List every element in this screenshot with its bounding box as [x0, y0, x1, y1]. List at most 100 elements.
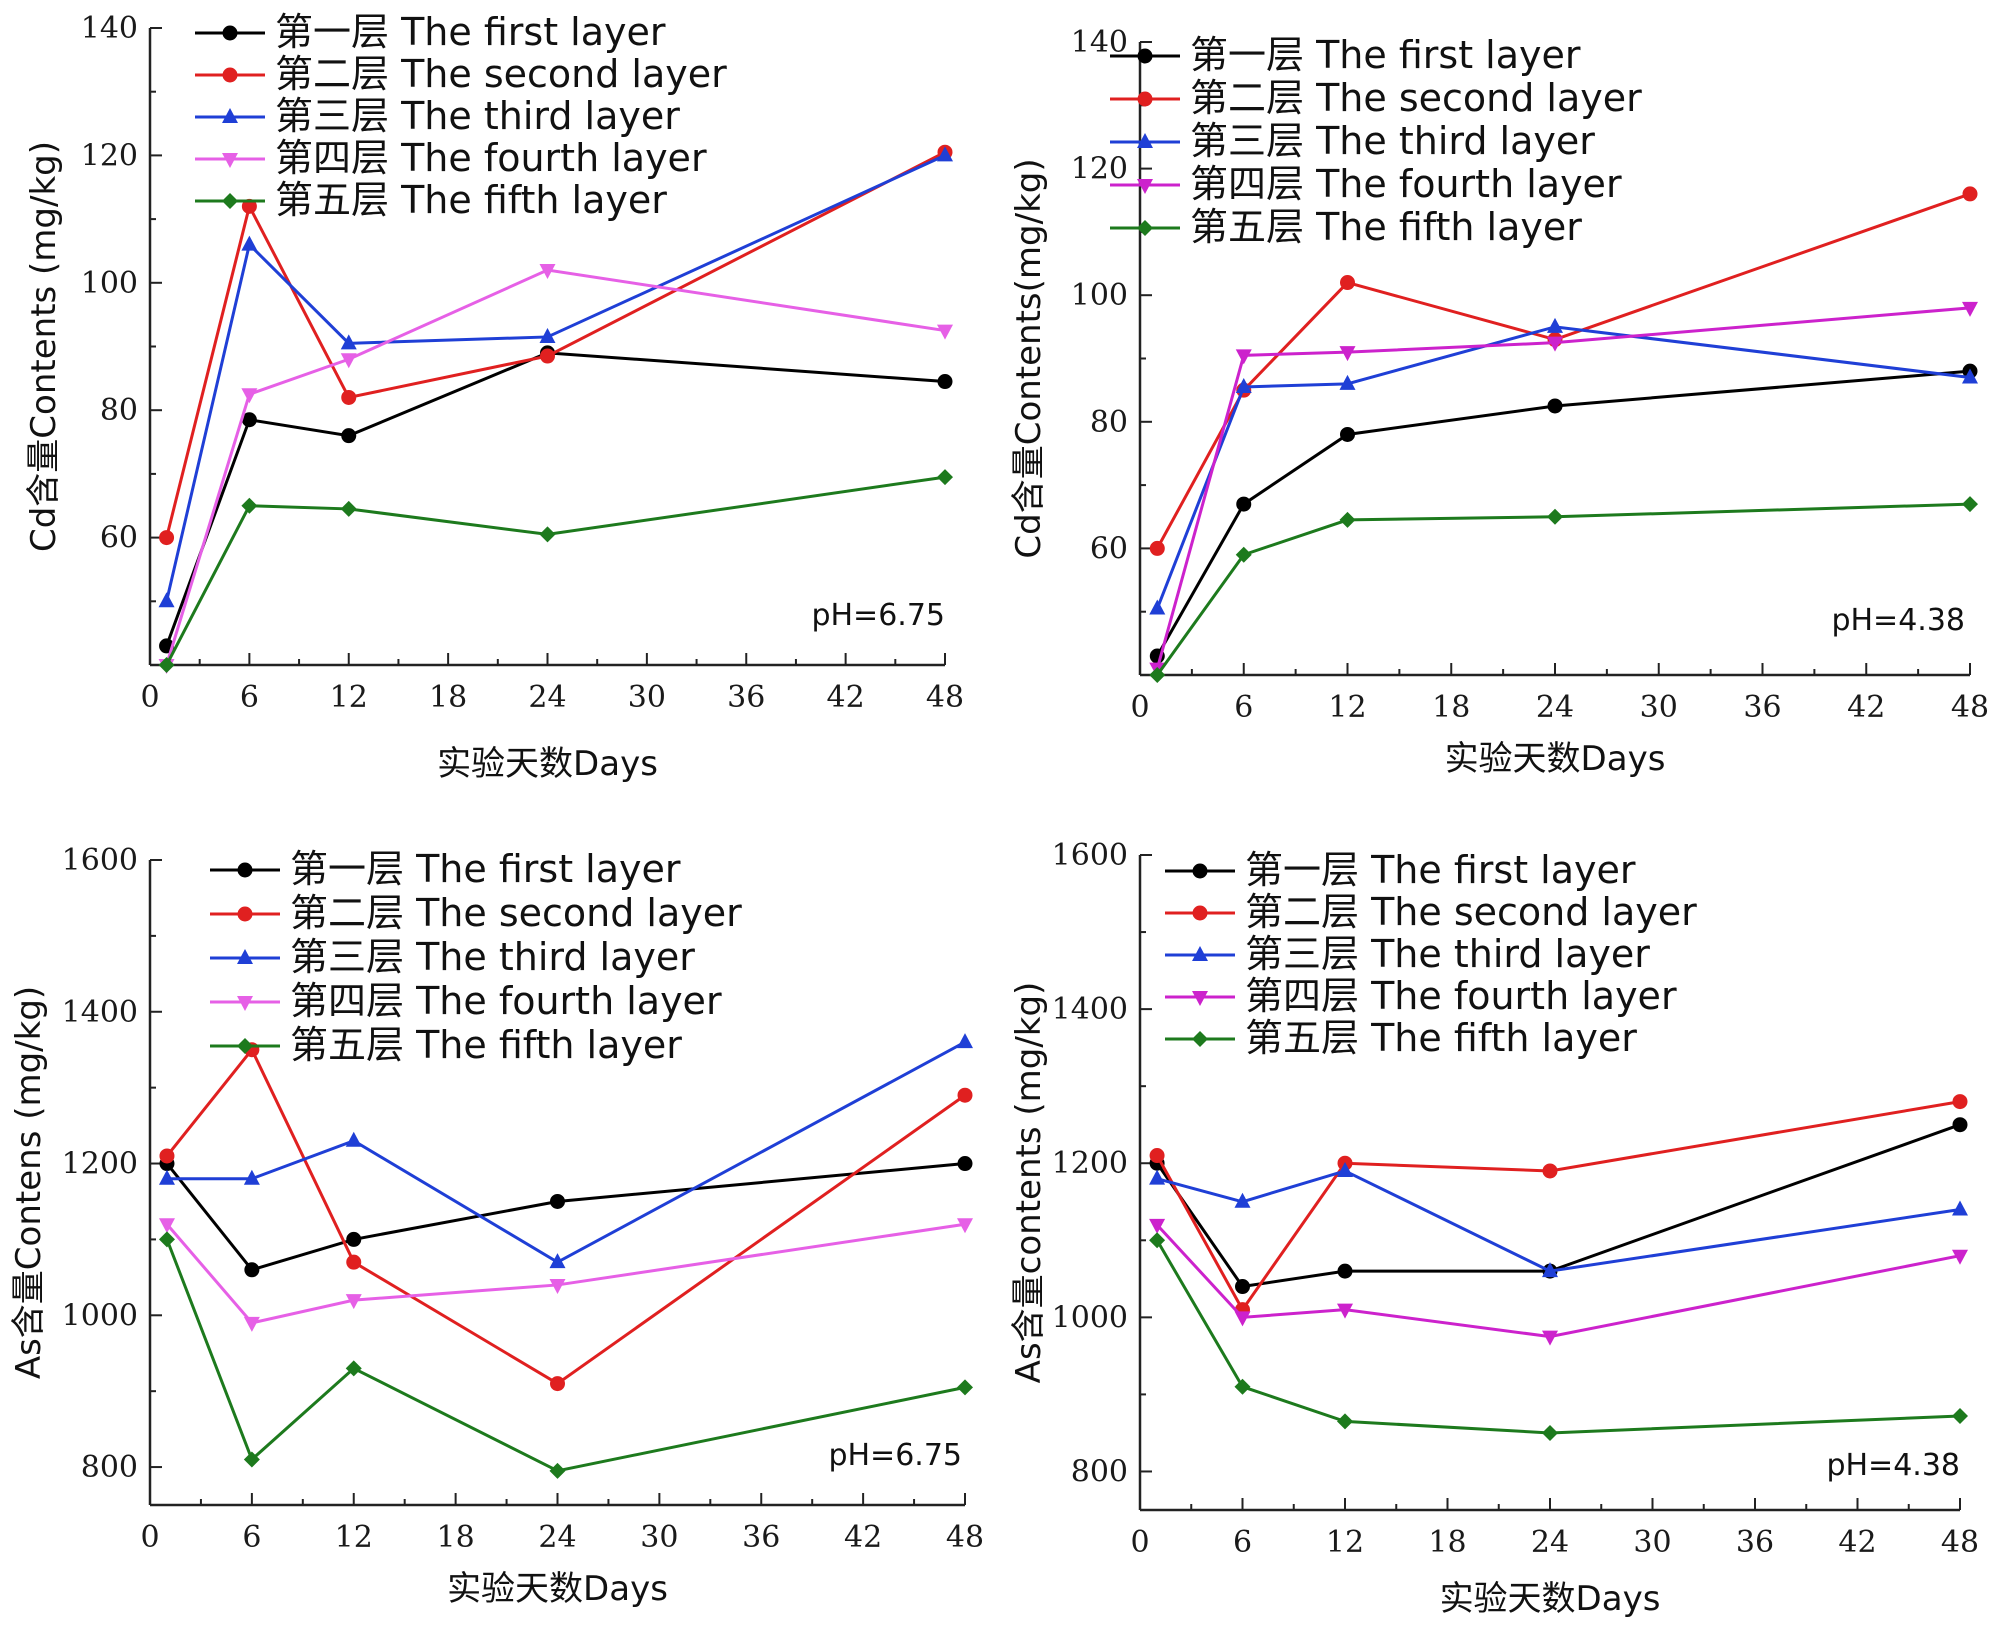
- legend-label: 第二层 The second layer: [1190, 76, 1642, 120]
- as-chart-ph675: 0 6 12 18 24 30 36 42 48 800 1000 1200 1400 1600 实验天数D…: [0, 820, 1000, 1640]
- chart-svg: 0 6 12 18 24 30 36 42 48 60 80 100 120 140 实验天数Days Cd含…: [24, 10, 964, 784]
- data-point: [340, 500, 357, 517]
- legend-marker: [222, 193, 238, 209]
- data-point: [340, 334, 357, 350]
- data-point: [243, 1169, 260, 1185]
- x-tick-label: 24: [1536, 690, 1574, 725]
- data-point: [937, 374, 953, 390]
- y-tick-label: 1600: [1052, 838, 1128, 873]
- data-point: [1234, 1378, 1251, 1395]
- data-point: [1149, 1232, 1166, 1249]
- data-point: [1542, 1330, 1558, 1346]
- data-point: [1149, 1218, 1166, 1234]
- series-4: [1149, 1218, 1968, 1346]
- data-point: [158, 1169, 175, 1185]
- data-point: [1149, 1148, 1165, 1164]
- x-tick-label: 48: [926, 680, 964, 715]
- x-tick-label: 30: [1640, 690, 1678, 725]
- y-tick-label: 1200: [1052, 1146, 1128, 1181]
- legend-marker: [1192, 863, 1208, 879]
- x-tick-label: 24: [1531, 1525, 1569, 1560]
- y-tick-label: 1000: [1052, 1300, 1128, 1335]
- x-tick-label: 0: [140, 1520, 159, 1555]
- y-tick-label: 140: [81, 11, 138, 46]
- x-tick-label: 12: [1326, 1525, 1364, 1560]
- y-axis-label: As含量contents (mg/kg): [1009, 982, 1049, 1384]
- series-3: [158, 1033, 973, 1269]
- data-point: [1952, 1117, 1968, 1133]
- legend-marker: [1192, 1031, 1208, 1047]
- legend-label: 第一层 The first layer: [1190, 33, 1581, 77]
- data-point: [158, 592, 175, 608]
- data-point: [1234, 1192, 1251, 1208]
- data-point: [243, 1316, 260, 1332]
- x-tick-label: 18: [1432, 690, 1470, 725]
- data-point: [549, 1253, 566, 1269]
- legend-label: 第四层 The fourth layer: [1190, 162, 1622, 206]
- data-point: [539, 264, 556, 280]
- data-point: [957, 1087, 973, 1103]
- series-line: [165, 1222, 966, 1325]
- data-point: [1542, 1262, 1558, 1278]
- data-point: [1952, 1249, 1968, 1265]
- y-tick-label: 1000: [62, 1298, 138, 1333]
- series-3: [158, 146, 953, 608]
- series-2: [159, 1042, 973, 1392]
- data-point: [1339, 511, 1356, 528]
- y-tick-label: 800: [81, 1450, 138, 1485]
- series-1: [1149, 1117, 1968, 1295]
- x-tick-label: 24: [538, 1520, 576, 1555]
- data-point: [158, 1218, 175, 1234]
- x-tick-label: 18: [429, 680, 467, 715]
- cd-chart-ph675: 0 6 12 18 24 30 36 42 48 60 80 100 120 140 实验天数Days Cd含…: [0, 0, 1000, 820]
- y-tick-label: 100: [1071, 278, 1128, 313]
- data-point: [957, 1218, 973, 1234]
- data-point: [550, 1376, 565, 1392]
- data-point: [539, 327, 556, 343]
- data-point: [341, 389, 357, 405]
- data-point: [539, 526, 556, 543]
- x-tick-label: 48: [946, 1520, 984, 1555]
- x-tick-label: 6: [242, 1520, 261, 1555]
- series-line: [166, 1040, 966, 1264]
- x-tick-label: 0: [1130, 690, 1149, 725]
- data-point: [1952, 1407, 1968, 1424]
- legend-marker: [1192, 946, 1208, 961]
- data-point: [1235, 1279, 1250, 1295]
- x-axis-label: 实验天数Days: [1445, 739, 1666, 779]
- as-chart-ph438: 0 6 12 18 24 30 36 42 48 800 1000 1200 1400 1600 实验天数D…: [1000, 820, 2000, 1640]
- data-point: [1235, 546, 1252, 563]
- y-tick-label: 800: [1071, 1454, 1128, 1489]
- data-point: [1340, 426, 1355, 442]
- data-point: [241, 497, 258, 514]
- legend-marker: [222, 108, 238, 123]
- y-tick-label: 80: [1090, 405, 1128, 440]
- y-tick-label: 60: [1090, 531, 1128, 566]
- x-tick-label: 36: [1736, 1525, 1774, 1560]
- data-point: [1962, 186, 1978, 202]
- legend-marker: [1137, 48, 1153, 64]
- x-tick-label: 30: [628, 680, 666, 715]
- y-tick-label: 120: [1071, 152, 1128, 187]
- y-tick-label: 1600: [62, 843, 138, 878]
- data-point: [1547, 508, 1563, 525]
- x-tick-label: 48: [1951, 690, 1989, 725]
- x-tick-label: 42: [844, 1520, 882, 1555]
- legend-label: 第二层 The second layer: [1245, 890, 1697, 934]
- data-point: [1542, 1424, 1558, 1441]
- x-axis-label: 实验天数Days: [447, 1569, 668, 1609]
- data-point: [159, 1148, 175, 1164]
- data-point: [1547, 398, 1563, 414]
- x-tick-label: 12: [1328, 690, 1366, 725]
- data-point: [340, 353, 357, 369]
- ph-annotation: pH=6.75: [811, 598, 945, 633]
- data-point: [1339, 346, 1356, 362]
- data-point: [158, 657, 175, 673]
- data-point: [1149, 599, 1166, 615]
- data-point: [1952, 1094, 1968, 1110]
- data-point: [1149, 540, 1165, 556]
- data-point: [345, 1131, 362, 1147]
- data-point: [159, 530, 175, 546]
